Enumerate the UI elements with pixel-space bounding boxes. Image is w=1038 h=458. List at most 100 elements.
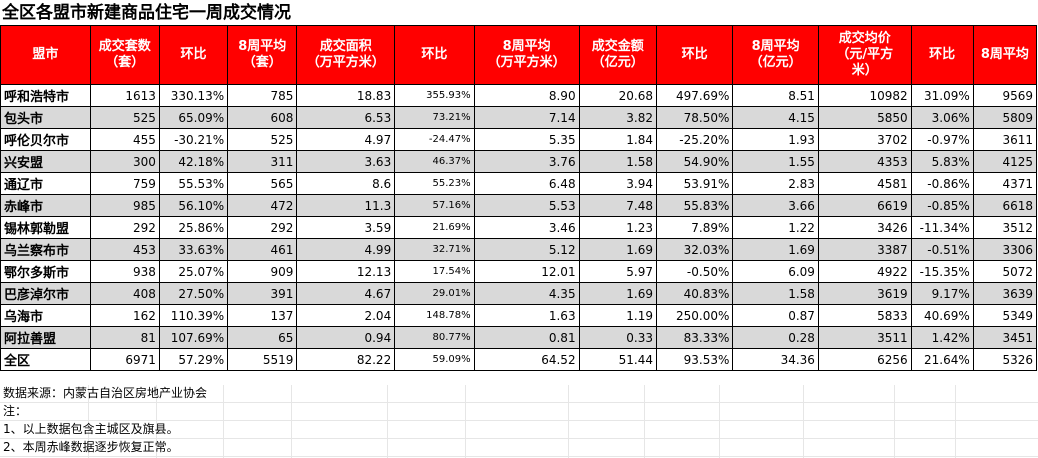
value-cell: 8.6 [296,172,396,195]
value-cell: 29.01% [394,282,475,305]
value-cell: 6619 [817,194,912,217]
value-cell: 608 [227,106,298,129]
column-header: 成交金额 （亿元） [578,25,657,85]
value-cell: 3702 [817,128,912,151]
table-row: 乌兰察布市 453 33.63% 461 4.99 32.71% 5.12 1.69 32.03… [0,238,1038,261]
value-cell: 1.23 [578,216,657,239]
value-cell: 3619 [817,282,912,305]
value-cell: 5.12 [473,238,580,261]
value-cell: 93.53% [655,348,734,371]
value-cell: 55.23% [394,172,475,195]
value-cell: 5.53 [473,194,580,217]
value-cell: 3639 [972,282,1038,305]
value-cell: 2.83 [732,172,819,195]
table-row: 鄂尔多斯市 938 25.07% 909 12.13 17.54% 12.01 5.97 -0.… [0,260,1038,283]
table-row: 阿拉善盟 81 107.69% 65 0.94 80.77% 0.81 0.33 83.33% 0… [0,326,1038,349]
column-header: 环比 [158,25,229,85]
column-header: 环比 [394,25,475,85]
region-name-cell: 赤峰市 [0,194,91,217]
value-cell: 3451 [972,326,1038,349]
value-cell: 525 [227,128,298,151]
region-name-cell: 包头市 [0,106,91,129]
value-cell: 5.35 [473,128,580,151]
value-cell: -0.51% [910,238,974,261]
value-cell: 1.55 [732,150,819,173]
value-cell: 985 [89,194,160,217]
value-cell: 1.58 [732,282,819,305]
value-cell: 65.09% [158,106,229,129]
value-cell: 32.03% [655,238,734,261]
value-cell: 10982 [817,84,912,107]
value-cell: 12.13 [296,260,396,283]
table-row: 赤峰市 985 56.10% 472 11.3 57.16% 5.53 7.48 55.83% 3… [0,194,1038,217]
value-cell: 4125 [972,150,1038,173]
value-cell: 1.93 [732,128,819,151]
value-cell: 162 [89,304,160,327]
value-cell: 12.01 [473,260,580,283]
value-cell: 80.77% [394,326,475,349]
region-name-cell: 兴安盟 [0,150,91,173]
value-cell: -30.21% [158,128,229,151]
table-header-row: 盟市 成交套数 （套） 环比 8周平均 （套） 成交面积 （万平方米） 环比 8周平均 （万平方米）… [0,25,1038,85]
value-cell: -15.35% [910,260,974,283]
value-cell: 455 [89,128,160,151]
value-cell: -0.50% [655,260,734,283]
table-row: 呼和浩特市 1613 330.13% 785 18.83 355.93% 8.90 20.68… [0,84,1038,107]
value-cell: 46.37% [394,150,475,173]
value-cell: 33.63% [158,238,229,261]
table-row: 锡林郭勒盟 292 25.86% 292 3.59 21.69% 3.46 1.23 7.89%… [0,216,1038,239]
value-cell: 330.13% [158,84,229,107]
transaction-table: 盟市 成交套数 （套） 环比 8周平均 （套） 成交面积 （万平方米） 环比 8周平均 （万平方米）… [0,25,1038,371]
value-cell: 110.39% [158,304,229,327]
value-cell: 65 [227,326,298,349]
value-cell: 6971 [89,348,160,371]
value-cell: 5.83% [910,150,974,173]
value-cell: 59.09% [394,348,475,371]
value-cell: 82.22 [296,348,396,371]
value-cell: 7.14 [473,106,580,129]
value-cell: -11.34% [910,216,974,239]
value-cell: 3512 [972,216,1038,239]
value-cell: 83.33% [655,326,734,349]
value-cell: 4.97 [296,128,396,151]
table-body: 呼和浩特市 1613 330.13% 785 18.83 355.93% 8.90 20.68… [0,84,1038,371]
column-header: 8周平均 （亿元） [732,25,819,85]
value-cell: 21.69% [394,216,475,239]
footnote-line: 1、以上数据包含主城区及旗县。 [0,421,1038,439]
value-cell: 6.09 [732,260,819,283]
value-cell: 909 [227,260,298,283]
value-cell: -25.20% [655,128,734,151]
region-name-cell: 呼和浩特市 [0,84,91,107]
value-cell: 472 [227,194,298,217]
value-cell: 56.10% [158,194,229,217]
value-cell: 54.90% [655,150,734,173]
value-cell: 55.83% [655,194,734,217]
column-header: 成交面积 （万平方米） [296,25,396,85]
value-cell: 25.07% [158,260,229,283]
value-cell: 6.48 [473,172,580,195]
value-cell: 78.50% [655,106,734,129]
value-cell: 3.63 [296,150,396,173]
value-cell: 3.82 [578,106,657,129]
region-name-cell: 阿拉善盟 [0,326,91,349]
value-cell: 250.00% [655,304,734,327]
value-cell: 3.06% [910,106,974,129]
value-cell: 51.44 [578,348,657,371]
value-cell: 1.42% [910,326,974,349]
value-cell: 4353 [817,150,912,173]
value-cell: 5.97 [578,260,657,283]
value-cell: 42.18% [158,150,229,173]
value-cell: 4.35 [473,282,580,305]
footnotes: 数据来源：内蒙古自治区房地产业协会 注： 1、以上数据包含主城区及旗县。 2、本周赤峰… [0,385,1038,457]
value-cell: 453 [89,238,160,261]
footnote-line: 数据来源：内蒙古自治区房地产业协会 [0,385,1038,403]
value-cell: -0.86% [910,172,974,195]
value-cell: 5349 [972,304,1038,327]
value-cell: 9.17% [910,282,974,305]
value-cell: 9569 [972,84,1038,107]
value-cell: 1.63 [473,304,580,327]
value-cell: 3611 [972,128,1038,151]
value-cell: 81 [89,326,160,349]
value-cell: 6618 [972,194,1038,217]
value-cell: 31.09% [910,84,974,107]
